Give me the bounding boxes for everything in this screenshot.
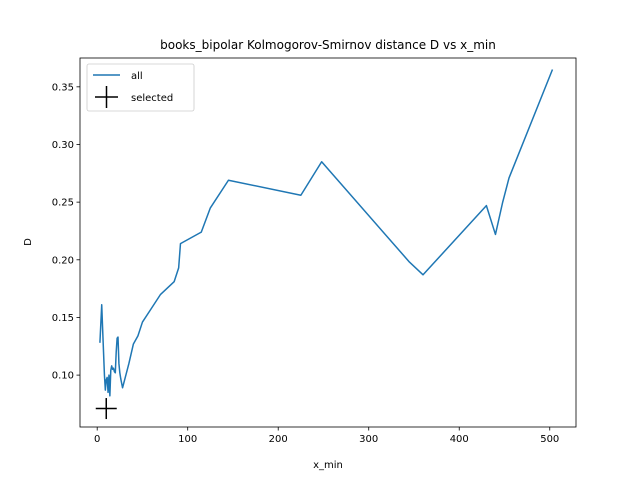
y-tick-label: 0.15 — [52, 313, 74, 324]
y-tick-label: 0.10 — [52, 371, 74, 382]
y-tick-label: 0.20 — [52, 255, 74, 266]
y-tick-label: 0.35 — [52, 82, 74, 93]
axes-frame — [79, 57, 577, 428]
legend-label-selected: selected — [131, 93, 173, 104]
x-axis-ticks: 0 100 200 300 400 500 — [94, 427, 559, 445]
plot-area — [95, 69, 554, 420]
x-tick-label: 500 — [540, 434, 559, 445]
legend-swatch-selected — [95, 86, 118, 108]
series-marker-selected — [95, 398, 117, 420]
y-axis-title: D — [23, 238, 34, 246]
x-tick-label: 200 — [269, 434, 288, 445]
y-tick-label: 0.30 — [52, 140, 74, 151]
legend-label-all: all — [131, 71, 143, 82]
series-line-all — [99, 69, 554, 397]
x-tick-label: 400 — [450, 434, 469, 445]
y-tick-label: 0.25 — [52, 198, 74, 209]
x-tick-label: 300 — [359, 434, 378, 445]
x-tick-label: 0 — [94, 434, 100, 445]
y-axis-ticks: 0.10 0.15 0.20 0.25 0.30 0.35 — [52, 82, 80, 382]
x-tick-label: 100 — [178, 434, 197, 445]
x-axis-title: x_min — [313, 460, 343, 471]
chart-title: books_bipolar Kolmogorov-Smirnov distanc… — [160, 38, 496, 52]
legend: all selected — [86, 63, 195, 112]
